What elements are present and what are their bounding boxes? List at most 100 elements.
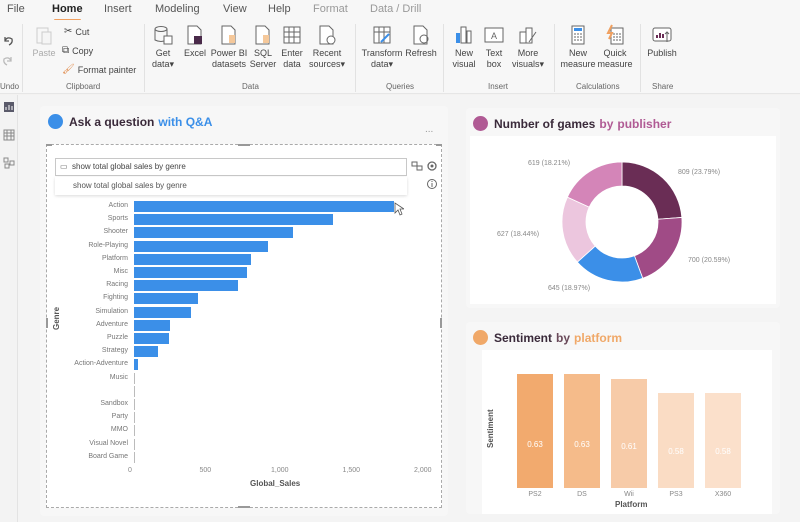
tab-data-drill[interactable]: Data / Drill: [370, 3, 422, 15]
transform-data-button[interactable]: Transform data▾: [361, 24, 403, 70]
sentiment-title-part3: platform: [574, 330, 623, 345]
more-visuals-label-1: More: [517, 48, 539, 58]
sentiment-bar[interactable]: 0.61: [611, 379, 647, 488]
qa-question-input[interactable]: ▭ show total global sales by genre: [55, 158, 407, 176]
text-box-label-1: Text: [485, 48, 503, 58]
donut-slice[interactable]: [621, 161, 683, 220]
more-options-button[interactable]: ...: [425, 124, 434, 135]
redo-icon[interactable]: [2, 54, 14, 66]
quick-measure-button[interactable]: Quick measure: [597, 24, 633, 70]
table-view-icon[interactable]: [3, 129, 15, 141]
resize-handle[interactable]: [46, 318, 48, 328]
quick-measure-label-2: measure: [597, 59, 633, 69]
tab-help[interactable]: Help: [268, 3, 291, 15]
publisher-dot-icon: [473, 116, 488, 131]
genre-bar[interactable]: [134, 333, 170, 344]
cut-button[interactable]: ✂ Cut: [64, 26, 89, 37]
refresh-button[interactable]: Refresh: [404, 24, 438, 59]
more-visuals-icon: [519, 27, 537, 44]
group-calculations-label: Calculations: [576, 82, 620, 91]
genre-bar[interactable]: [134, 359, 139, 371]
get-data-button[interactable]: Get data▾: [148, 24, 178, 70]
genre-bar[interactable]: [134, 201, 395, 212]
copy-button[interactable]: ⧉ Copy: [62, 45, 93, 56]
genre-bar[interactable]: [134, 267, 247, 278]
undo-icon[interactable]: [2, 34, 14, 46]
paste-button[interactable]: Paste: [30, 24, 58, 59]
sentiment-bar[interactable]: 0.58: [705, 392, 741, 488]
resize-handle[interactable]: [436, 144, 442, 146]
genre-bar[interactable]: [134, 293, 199, 305]
copy-icon: ⧉: [62, 45, 70, 56]
model-view-icon[interactable]: [3, 157, 15, 169]
recent-icon: [319, 25, 336, 45]
genre-bar[interactable]: [134, 346, 159, 358]
group-share-label: Share: [652, 82, 674, 91]
genre-bar[interactable]: [134, 451, 135, 463]
database-icon: [154, 26, 173, 45]
sentiment-bar[interactable]: 0.58: [658, 392, 694, 488]
new-measure-button[interactable]: New measure: [560, 24, 596, 70]
resize-handle[interactable]: [238, 506, 250, 508]
genre-bar[interactable]: [134, 240, 269, 252]
sentiment-title-part1: Sentiment: [494, 330, 553, 345]
power-bi-label-2: datasets: [211, 59, 247, 69]
tab-format[interactable]: Format: [313, 3, 348, 15]
genre-bar[interactable]: [134, 425, 135, 437]
sentiment-value-label: 0.63: [527, 439, 543, 449]
format-painter-button[interactable]: 🖌 Format painter: [62, 64, 136, 75]
genre-label: Shooter: [103, 228, 128, 236]
resize-handle[interactable]: [440, 318, 442, 328]
tab-modeling[interactable]: Modeling: [155, 3, 200, 15]
sentiment-value-label: 0.58: [668, 446, 684, 456]
genre-bar[interactable]: [134, 253, 252, 265]
genre-label: Action: [108, 202, 128, 209]
genre-bar[interactable]: [134, 319, 170, 331]
genre-bar[interactable]: [134, 280, 239, 292]
genre-bar[interactable]: [134, 306, 192, 318]
genre-label: Strategy: [101, 347, 128, 355]
genre-bar[interactable]: [134, 214, 333, 226]
power-bi-datasets-button[interactable]: Power BI datasets: [210, 24, 248, 70]
transform-label-2: data: [370, 59, 389, 69]
text-box-label-2: box: [486, 59, 502, 69]
excel-button[interactable]: Excel: [182, 24, 208, 59]
sql-server-button[interactable]: SQL Server: [249, 24, 277, 70]
resize-handle[interactable]: [46, 144, 52, 146]
sentiment-bar[interactable]: 0.63: [517, 373, 553, 488]
more-visuals-button[interactable]: More visuals▾: [509, 24, 547, 70]
format-painter-label: Format painter: [77, 64, 137, 75]
format-painter-icon: 🖌: [62, 64, 75, 75]
tab-view[interactable]: View: [223, 3, 247, 15]
genre-label: Sandbox: [100, 400, 128, 407]
tab-insert[interactable]: Insert: [104, 3, 132, 15]
info-icon[interactable]: [426, 178, 438, 190]
group-insert-label: Insert: [488, 82, 509, 91]
publish-button[interactable]: Publish: [646, 24, 678, 59]
x-axis-title: Global_Sales: [250, 479, 301, 488]
turn-into-visual-icon[interactable]: [411, 160, 423, 172]
divider: [22, 24, 23, 92]
genre-bar[interactable]: [134, 227, 293, 239]
divider: [640, 24, 641, 92]
genre-bar[interactable]: [134, 399, 135, 410]
recent-sources-button[interactable]: Recent sources▾: [307, 24, 347, 70]
resize-handle[interactable]: [238, 144, 250, 146]
gear-icon[interactable]: [426, 160, 438, 172]
genre-bar[interactable]: [134, 385, 135, 397]
enter-data-label-2: data: [283, 59, 301, 69]
new-visual-label-2: visual: [452, 59, 476, 69]
text-box-button[interactable]: A Text box: [481, 24, 507, 70]
tab-file[interactable]: File: [7, 3, 25, 15]
enter-data-button[interactable]: Enter data: [279, 24, 305, 70]
genre-bar[interactable]: [134, 372, 135, 384]
genre-bar[interactable]: [134, 438, 135, 450]
qa-suggestion-item[interactable]: show total global sales by genre: [55, 177, 407, 195]
donut-slice[interactable]: [633, 217, 683, 279]
donut-slice[interactable]: [566, 161, 623, 208]
report-view-icon[interactable]: [3, 101, 15, 113]
sentiment-bar[interactable]: 0.63: [564, 373, 600, 488]
genre-bar[interactable]: [134, 412, 135, 424]
new-visual-button[interactable]: New visual: [450, 24, 478, 70]
tab-home[interactable]: Home: [52, 3, 83, 21]
